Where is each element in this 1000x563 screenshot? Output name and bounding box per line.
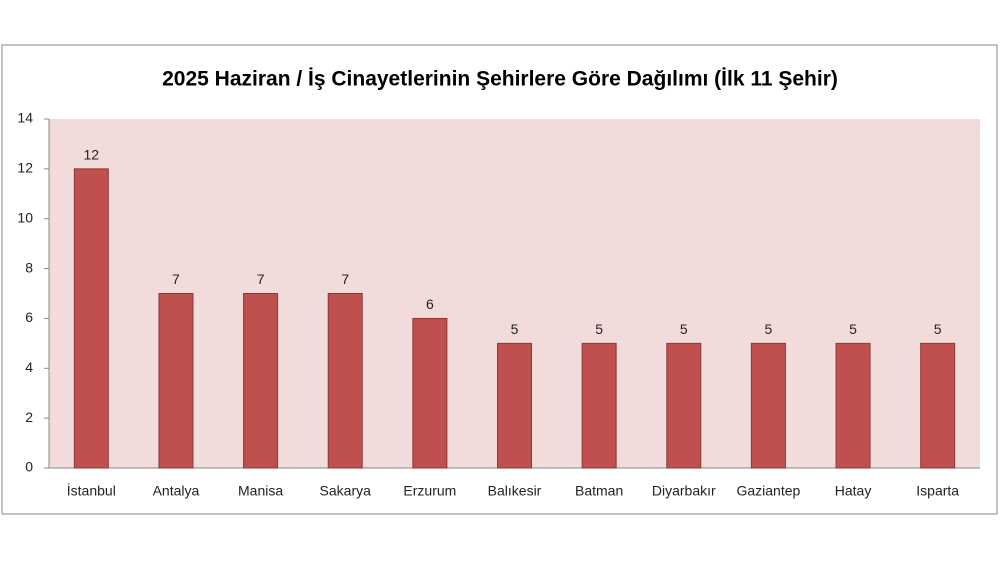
- value-label: 6: [426, 296, 434, 312]
- bar: [835, 342, 871, 469]
- bar: [243, 293, 279, 469]
- x-tick-label: Antalya: [153, 483, 200, 499]
- value-label: 12: [84, 147, 100, 163]
- bar: [497, 342, 532, 469]
- value-label: 7: [172, 271, 180, 287]
- value-label: 5: [680, 321, 688, 337]
- bar: [412, 317, 448, 469]
- value-label: 5: [595, 321, 603, 337]
- x-tick-label: Hatay: [835, 483, 872, 499]
- y-tick-label: 8: [25, 259, 33, 275]
- x-tick-label: Sakarya: [320, 483, 372, 499]
- y-tick-label: 10: [17, 209, 33, 225]
- x-tick-label: Diyarbakır: [652, 483, 716, 499]
- value-label: 5: [849, 321, 857, 337]
- value-label: 7: [257, 271, 265, 287]
- x-tick-label: Manisa: [238, 483, 283, 499]
- bar: [750, 342, 786, 469]
- y-tick-label: 4: [25, 359, 33, 375]
- x-tick-label: Batman: [575, 483, 623, 499]
- value-label: 7: [341, 271, 349, 287]
- bar: [73, 168, 109, 469]
- chart-title: 2025 Haziran / İş Cinayetlerinin Şehirle…: [162, 68, 838, 91]
- value-label: 5: [934, 321, 942, 337]
- bar: [158, 293, 194, 469]
- bar: [920, 342, 956, 469]
- y-tick-label: 2: [25, 409, 33, 425]
- bar: [327, 293, 363, 469]
- x-tick-label: Balıkesir: [488, 483, 542, 499]
- y-tick-label: 6: [25, 309, 33, 325]
- bar: [581, 342, 617, 469]
- value-label: 5: [511, 321, 519, 337]
- x-tick-label: Erzurum: [403, 483, 456, 499]
- x-tick-label: Gaziantep: [736, 483, 800, 499]
- x-tick-label: Isparta: [916, 483, 959, 499]
- x-tick-label: İstanbul: [67, 482, 116, 499]
- y-tick-label: 14: [17, 110, 33, 126]
- y-tick-label: 12: [17, 160, 33, 176]
- bar: [666, 342, 702, 469]
- value-label: 5: [765, 321, 773, 337]
- y-tick-label: 0: [25, 459, 33, 475]
